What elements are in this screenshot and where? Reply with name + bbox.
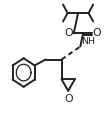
Text: O: O — [64, 94, 73, 104]
Text: O: O — [93, 28, 101, 38]
Text: O: O — [65, 29, 73, 38]
Text: NH: NH — [81, 37, 95, 46]
